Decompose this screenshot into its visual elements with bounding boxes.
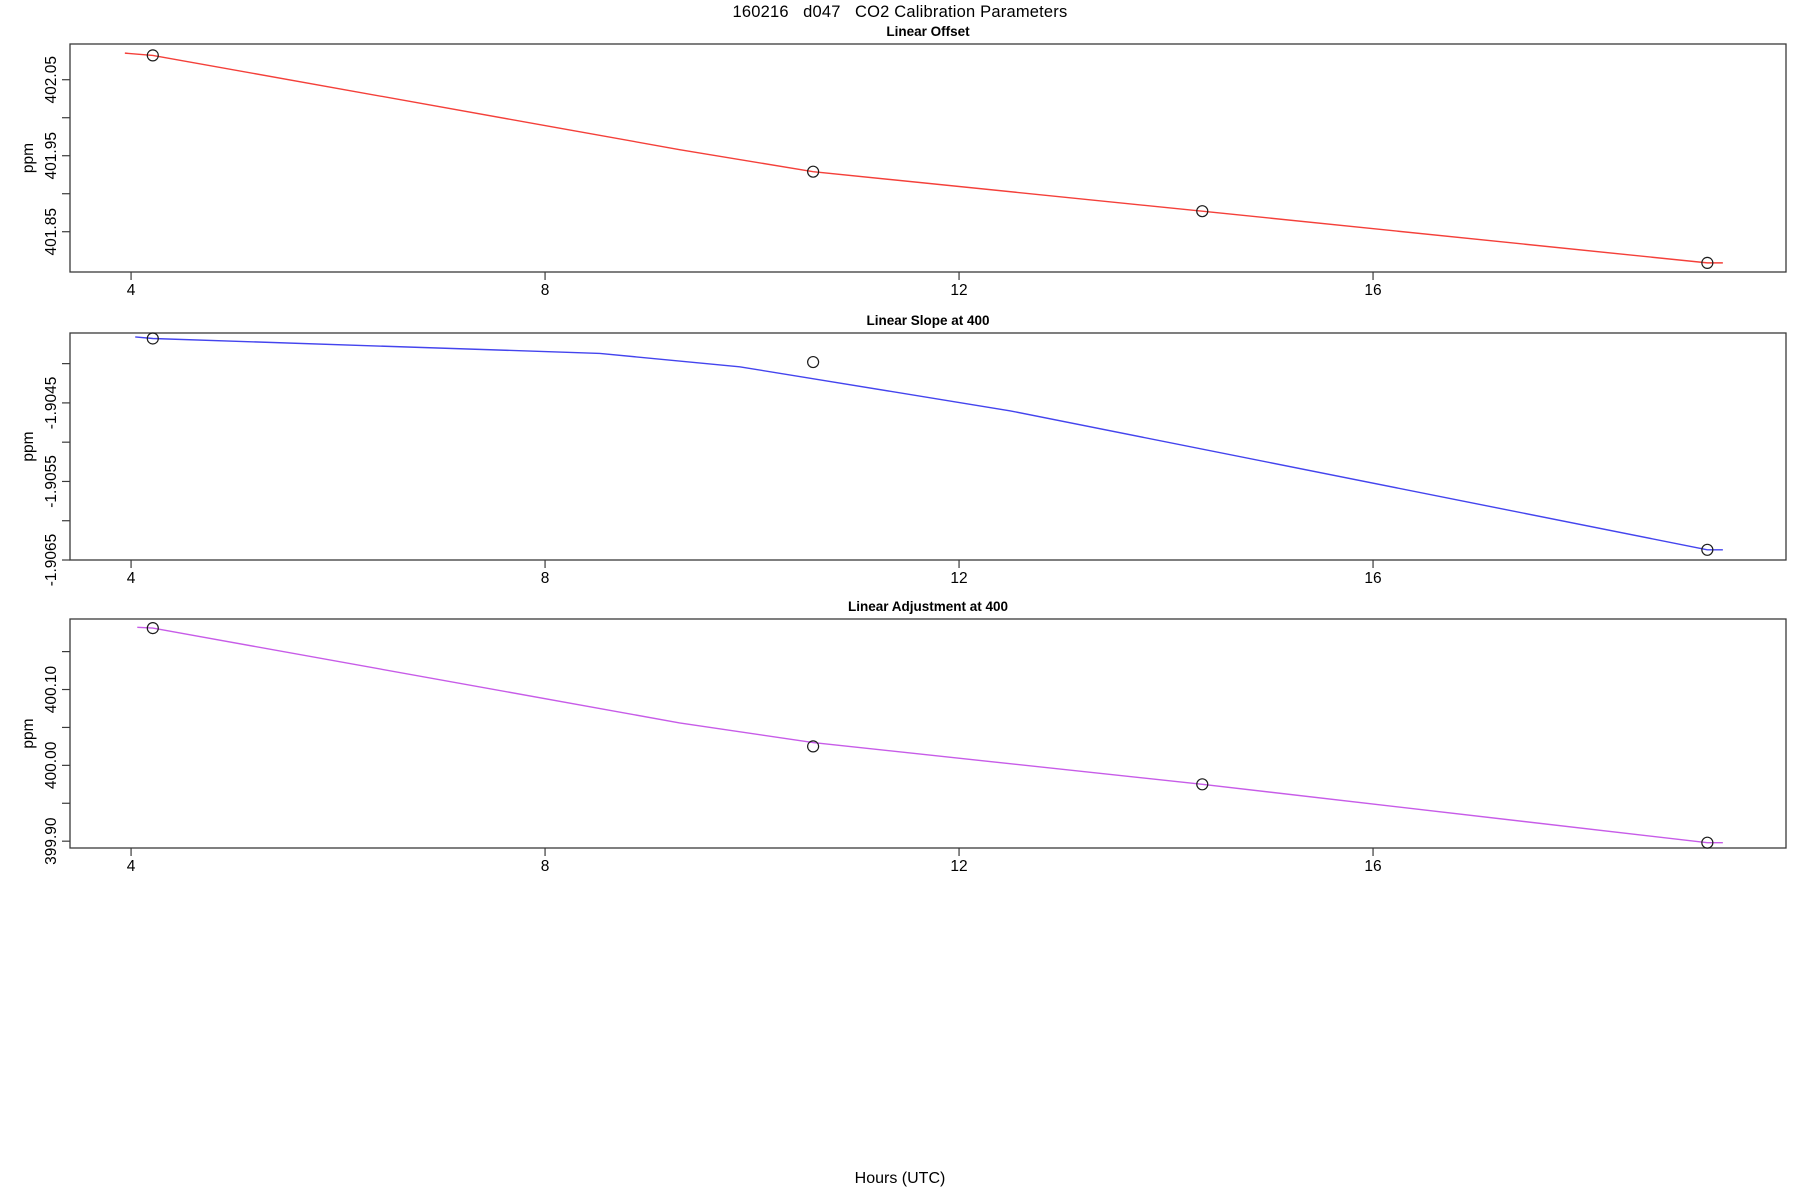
data-point — [1701, 543, 1714, 556]
panel-title: Linear Slope at 400 — [866, 313, 989, 328]
series-line — [137, 626, 1723, 844]
panel-box — [69, 618, 1787, 849]
y-tick-label: 401.95 — [43, 132, 60, 179]
x-axis-label: Hours (UTC) — [854, 1170, 946, 1187]
y-tick-label: 400.10 — [43, 665, 60, 713]
data-point — [1196, 205, 1209, 218]
y-axis-unit-label: ppm — [20, 431, 37, 461]
data-point — [146, 332, 159, 345]
y-tick-label: 400.00 — [43, 741, 60, 789]
panel-box — [69, 332, 1787, 561]
data-point — [807, 740, 820, 753]
data-point — [807, 355, 820, 369]
y-tick-label: -1.9045 — [43, 377, 60, 430]
x-tick-label: 12 — [950, 282, 967, 299]
x-tick-label: 4 — [127, 570, 136, 587]
x-tick-label: 8 — [541, 858, 550, 875]
panel-box — [69, 43, 1787, 273]
y-tick-label: -1.9065 — [43, 534, 60, 587]
series-line — [135, 336, 1723, 551]
panel-title: Linear Adjustment at 400 — [848, 599, 1008, 614]
data-point — [146, 49, 159, 62]
x-tick-label: 4 — [127, 858, 136, 875]
x-tick-label: 12 — [950, 570, 967, 587]
panel-2: Linear Slope at 400 4 8 12 16 -1.9045 -1.9055 -… — [20, 313, 1787, 587]
panel-3: Linear Adjustment at 400 4 8 12 16 400.10 400.… — [20, 599, 1787, 875]
y-tick-label: 399.90 — [43, 817, 60, 865]
x-tick-label: 4 — [127, 282, 136, 299]
x-tick-label: 16 — [1364, 282, 1381, 299]
data-point — [1196, 778, 1209, 791]
y-axis-unit-label: ppm — [20, 143, 37, 173]
panel-title: Linear Offset — [886, 24, 970, 39]
y-tick-label: 402.05 — [43, 56, 60, 103]
data-point — [146, 621, 159, 635]
y-axis-unit-label: ppm — [20, 718, 37, 748]
data-point — [807, 165, 820, 178]
x-tick-label: 12 — [950, 858, 967, 875]
figure-title: 160216 d047 CO2 Calibration Parameters — [732, 3, 1068, 21]
y-tick-label: -1.9055 — [43, 455, 60, 508]
x-tick-label: 16 — [1364, 570, 1381, 587]
panel-1: Linear Offset 4 8 12 16 402.05 401.95 401.85 ppm — [20, 24, 1787, 299]
series-line — [124, 52, 1723, 264]
x-tick-label: 16 — [1364, 858, 1381, 875]
y-tick-label: 401.85 — [43, 208, 60, 255]
data-point — [1701, 836, 1714, 849]
data-point — [1701, 256, 1714, 269]
x-tick-label: 8 — [541, 282, 550, 299]
x-tick-label: 8 — [541, 570, 550, 587]
